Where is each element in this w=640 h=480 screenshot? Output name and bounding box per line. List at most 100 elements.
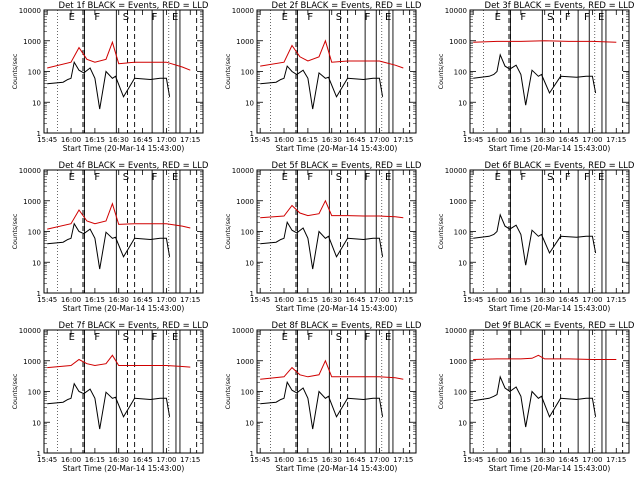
- interval-marker: E: [69, 12, 75, 23]
- y-tick-label: 100: [28, 389, 41, 397]
- x-tick-label: 17:00: [156, 456, 176, 464]
- y-axis-label: Counts/sec: [224, 373, 232, 409]
- series-lld-line: [47, 354, 191, 369]
- interval-marker: S: [336, 172, 342, 183]
- x-tick-label: 17:00: [582, 136, 602, 144]
- y-tick-label: 1: [37, 450, 41, 458]
- series-lld-line: [473, 40, 617, 43]
- x-tick-label: 17:15: [180, 136, 200, 144]
- x-tick-label: 16:30: [322, 296, 342, 304]
- x-tick-label: 16:00: [274, 296, 294, 304]
- interval-marker: F: [520, 12, 526, 23]
- x-tick-label: 16:45: [558, 456, 578, 464]
- interval-marker: F: [152, 12, 158, 23]
- x-tick-label: 17:00: [156, 296, 176, 304]
- interval-marker: E: [495, 172, 501, 183]
- series-lld-line: [47, 40, 191, 71]
- y-tick-label: 1000: [23, 38, 41, 46]
- series-events-line: [260, 65, 384, 110]
- x-tick-label: 17:00: [582, 296, 602, 304]
- chart-panel-2: Det 2f BLACK = Events, RED = LLD 1 10 100 10…: [224, 1, 422, 153]
- x-tick-label: 16:45: [345, 296, 365, 304]
- y-tick-label: 1000: [236, 38, 254, 46]
- chart-title: Det 8f BLACK = Events, RED = LLD: [272, 321, 422, 331]
- interval-marker: E: [282, 332, 288, 343]
- x-tick-label: 16:15: [298, 456, 318, 464]
- y-tick-label: 10000: [445, 7, 467, 15]
- interval-marker: E: [69, 332, 75, 343]
- x-tick-label: 15:45: [250, 296, 270, 304]
- interval-marker: F: [565, 12, 571, 23]
- interval-marker: F: [365, 332, 371, 343]
- interval-marker: F: [565, 172, 571, 183]
- x-axis-label: Start Time (20-Mar-14 15:43:00): [63, 464, 185, 473]
- x-tick-label: 16:15: [85, 136, 105, 144]
- chart-title: Det 2f BLACK = Events, RED = LLD: [272, 1, 422, 11]
- x-tick-label: 17:15: [180, 456, 200, 464]
- y-axis-label: Counts/sec: [224, 53, 232, 89]
- x-tick-label: 16:30: [109, 296, 129, 304]
- plot-frame: [43, 9, 204, 134]
- y-tick-label: 10: [458, 419, 467, 427]
- x-tick-label: 17:15: [606, 456, 626, 464]
- chart-panel-4: Det 4f BLACK = Events, RED = LLD 1 10 100 10…: [11, 161, 209, 313]
- x-tick-label: 16:00: [61, 136, 81, 144]
- x-tick-label: 16:45: [558, 136, 578, 144]
- y-tick-label: 1: [463, 290, 467, 298]
- y-axis-label: Counts/sec: [11, 213, 19, 249]
- interval-marker: F: [307, 172, 313, 183]
- x-tick-label: 17:15: [606, 296, 626, 304]
- interval-marker: F: [152, 172, 158, 183]
- interval-marker: S: [123, 172, 129, 183]
- y-axis-label: Counts/sec: [11, 373, 19, 409]
- series-events-line: [47, 60, 171, 110]
- x-tick-label: 16:45: [345, 456, 365, 464]
- series-events-line: [47, 222, 171, 270]
- plot-frame: [256, 329, 417, 454]
- plot-frame: [469, 169, 630, 294]
- x-tick-label: 16:15: [85, 296, 105, 304]
- y-tick-label: 1: [463, 450, 467, 458]
- y-axis-label: Counts/sec: [437, 213, 445, 249]
- y-axis-label: Counts/sec: [11, 53, 19, 89]
- y-tick-label: 10: [245, 419, 254, 427]
- series-events-line: [47, 382, 171, 430]
- y-tick-label: 10000: [445, 327, 467, 335]
- y-tick-label: 10000: [232, 167, 254, 175]
- y-tick-label: 100: [454, 69, 467, 77]
- y-tick-label: 1: [250, 450, 254, 458]
- x-tick-label: 16:45: [558, 296, 578, 304]
- chart-title: Det 5f BLACK = Events, RED = LLD: [272, 161, 422, 171]
- interval-marker: F: [94, 12, 100, 23]
- y-tick-label: 100: [28, 229, 41, 237]
- y-tick-label: 10000: [232, 7, 254, 15]
- x-tick-label: 16:00: [487, 456, 507, 464]
- y-tick-label: 10000: [19, 167, 41, 175]
- x-tick-label: 16:15: [511, 136, 531, 144]
- x-tick-label: 17:15: [606, 136, 626, 144]
- chart-panel-3: Det 3f BLACK = Events, RED = LLD 1 10 100 10…: [437, 1, 635, 153]
- x-tick-label: 17:15: [180, 296, 200, 304]
- x-axis-label: Start Time (20-Mar-14 15:43:00): [63, 304, 185, 313]
- chart-title: Det 9f BLACK = Events, RED = LLD: [485, 321, 635, 331]
- x-axis-label: Start Time (20-Mar-14 15:43:00): [63, 144, 185, 153]
- series-events-line: [260, 380, 384, 430]
- y-tick-label: 1: [250, 290, 254, 298]
- interval-marker: E: [172, 12, 178, 23]
- x-tick-label: 15:45: [463, 456, 483, 464]
- x-tick-label: 16:15: [511, 456, 531, 464]
- y-tick-label: 10000: [232, 327, 254, 335]
- x-tick-label: 15:45: [37, 296, 57, 304]
- x-tick-label: 16:30: [535, 456, 555, 464]
- interval-marker: E: [598, 172, 604, 183]
- interval-marker: S: [547, 172, 553, 183]
- x-tick-label: 15:45: [250, 136, 270, 144]
- y-tick-label: 100: [241, 69, 254, 77]
- y-axis-label: Counts/sec: [437, 373, 445, 409]
- chart-title: Det 1f BLACK = Events, RED = LLD: [59, 1, 209, 11]
- interval-marker: S: [547, 12, 553, 23]
- x-tick-label: 16:30: [109, 456, 129, 464]
- x-axis-label: Start Time (20-Mar-14 15:43:00): [276, 144, 398, 153]
- interval-marker: E: [282, 12, 288, 23]
- x-tick-label: 16:45: [132, 136, 152, 144]
